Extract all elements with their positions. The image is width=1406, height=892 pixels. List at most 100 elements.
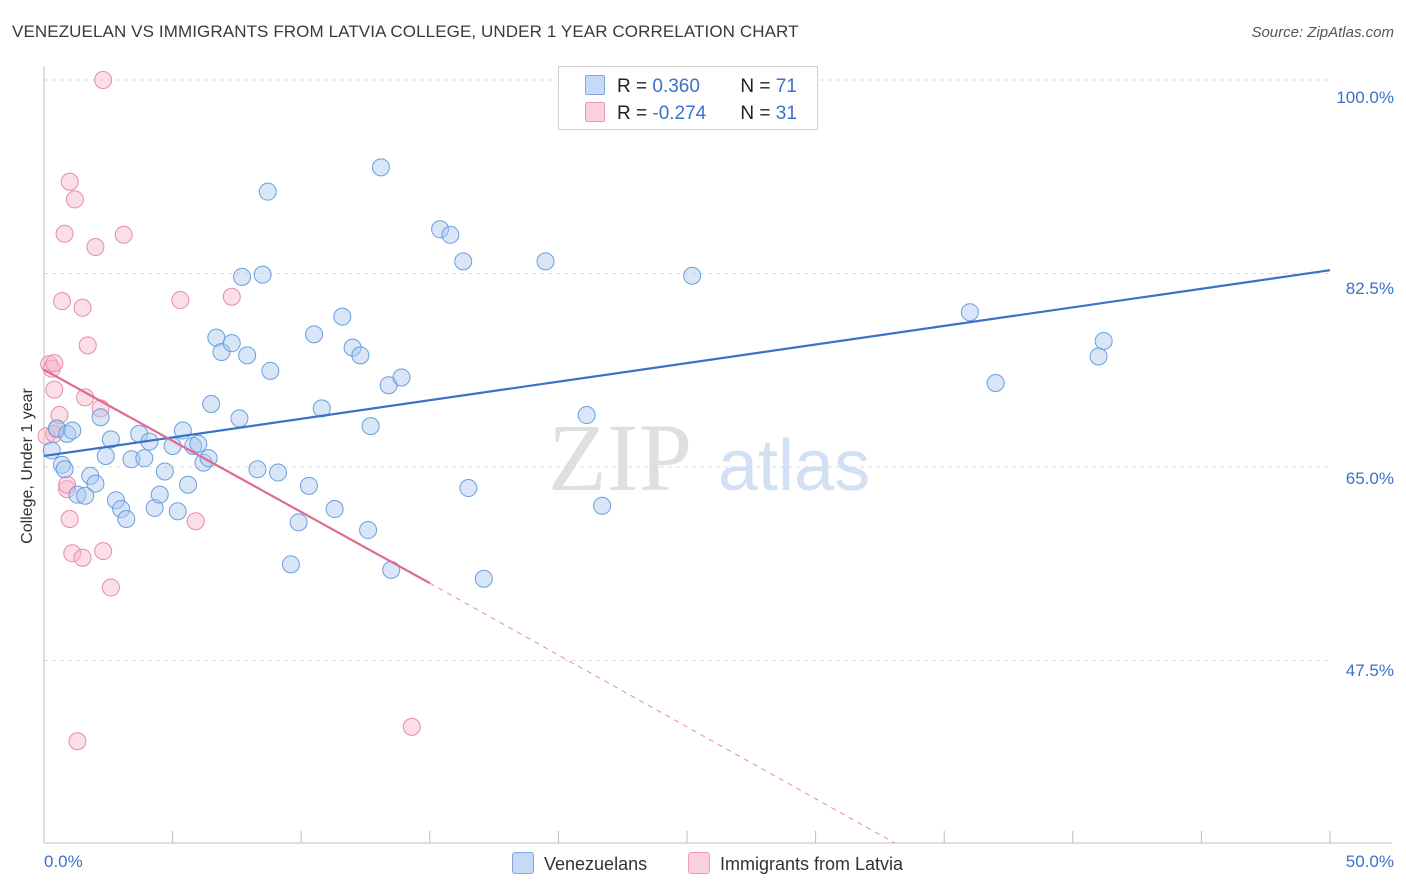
data-point-latvia	[186, 512, 205, 531]
x-tick-label-max: 50.0%	[1345, 852, 1394, 871]
legend-n-value: 71	[775, 76, 797, 97]
data-point-venezuelan	[261, 361, 280, 380]
data-point-venezuelan	[179, 475, 198, 494]
legend-n-label: N =	[740, 76, 776, 97]
y-tick-label-65: 65.0%	[1345, 469, 1394, 488]
data-point-venezuelan	[253, 265, 272, 284]
data-point-latvia	[114, 225, 133, 244]
legend-row-latvia: R = -0.274 N = 31	[585, 102, 797, 125]
data-point-venezuelan	[361, 417, 380, 436]
data-point-venezuelan	[55, 460, 74, 479]
data-point-latvia	[94, 71, 113, 89]
source-label: Source: ZipAtlas.com	[1251, 24, 1394, 41]
watermark-zip: ZIP	[548, 404, 692, 511]
data-point-venezuelan	[454, 252, 473, 271]
bottom-legend-swatch-latvia	[688, 852, 710, 874]
data-point-venezuelan	[233, 267, 252, 286]
data-point-latvia	[53, 292, 72, 311]
data-point-latvia	[50, 406, 69, 425]
data-point-venezuelan	[222, 334, 241, 353]
data-point-venezuelan	[371, 158, 390, 177]
data-point-venezuelan	[1089, 347, 1108, 366]
data-point-venezuelan	[577, 406, 596, 425]
data-point-venezuelan	[593, 496, 612, 515]
data-point-venezuelan	[248, 460, 267, 479]
data-point-venezuelan	[117, 510, 136, 529]
data-point-latvia	[222, 287, 241, 306]
data-point-venezuelan	[683, 266, 702, 285]
data-point-venezuelan	[58, 424, 77, 443]
data-point-latvia	[68, 732, 87, 751]
legend-r-label: R =	[617, 76, 653, 97]
data-point-latvia	[86, 237, 105, 256]
stats-legend: R = 0.360 N = 71 R = -0.274 N = 31	[558, 66, 818, 130]
data-point-latvia	[402, 717, 421, 736]
bottom-legend-swatch-venezuelans	[512, 852, 534, 874]
x-tick-label-min: 0.0%	[44, 852, 83, 871]
data-point-venezuelan	[343, 338, 362, 357]
trend-line-latvia-extension	[429, 582, 895, 844]
y-tick-label-100: 100.0%	[1336, 88, 1394, 107]
data-point-latvia	[73, 298, 92, 317]
legend-row-venezuelans: R = 0.360 N = 71	[585, 75, 797, 98]
data-point-venezuelan	[150, 485, 169, 504]
data-point-venezuelan	[107, 491, 126, 510]
data-point-latvia	[60, 510, 79, 529]
data-point-venezuelan	[96, 446, 115, 465]
data-point-venezuelan	[91, 408, 110, 427]
bottom-legend-venezuelans: Venezuelans	[512, 852, 647, 875]
data-point-venezuelan	[76, 486, 95, 505]
data-point-venezuelan	[441, 225, 460, 244]
bottom-legend-label-latvia: Immigrants from Latvia	[720, 854, 904, 874]
legend-n-label: N =	[740, 103, 776, 124]
data-point-venezuelan	[135, 449, 154, 468]
data-point-venezuelan	[86, 474, 105, 493]
data-point-latvia	[78, 336, 97, 355]
data-point-venezuelan	[47, 419, 66, 438]
legend-swatch-latvia	[585, 102, 605, 122]
legend-r-value: -0.274	[652, 103, 707, 124]
data-point-venezuelan	[155, 462, 174, 481]
trend-line-latvia	[43, 368, 431, 585]
legend-r-label: R =	[617, 103, 653, 124]
data-point-latvia	[45, 380, 64, 399]
data-point-venezuelan	[122, 450, 141, 469]
bottom-legend-latvia: Immigrants from Latvia	[688, 852, 903, 875]
data-point-latvia	[58, 480, 77, 499]
data-point-venezuelan	[281, 555, 300, 574]
y-axis-label: College, Under 1 year	[19, 388, 36, 544]
data-point-venezuelan	[459, 479, 478, 498]
data-point-latvia	[45, 354, 64, 373]
legend-n-value: 31	[775, 103, 797, 124]
data-point-venezuelan	[68, 485, 87, 504]
data-point-venezuelan	[325, 500, 344, 519]
data-point-venezuelan	[351, 346, 370, 365]
data-point-latvia	[73, 548, 92, 567]
data-point-venezuelan	[986, 373, 1005, 392]
y-tick-label-47-5: 47.5%	[1345, 661, 1394, 680]
data-point-venezuelan	[112, 500, 131, 519]
data-point-latvia	[60, 172, 79, 191]
watermark-atlas: atlas	[718, 426, 870, 506]
chart-title: VENEZUELAN VS IMMIGRANTS FROM LATVIA COL…	[12, 22, 799, 41]
data-point-latvia	[94, 542, 113, 561]
data-point-venezuelan	[269, 463, 288, 482]
data-point-latvia	[171, 291, 190, 310]
data-point-latvia	[63, 544, 82, 563]
data-point-venezuelan	[230, 409, 249, 428]
data-point-venezuelan	[431, 220, 450, 239]
data-point-venezuelan	[536, 252, 555, 271]
data-point-venezuelan	[101, 430, 120, 449]
data-point-venezuelan	[238, 346, 257, 365]
data-point-venezuelan	[145, 498, 164, 517]
data-point-venezuelan	[258, 182, 277, 201]
data-point-venezuelan	[359, 521, 378, 540]
data-point-latvia	[65, 190, 84, 209]
bottom-legend-label-venezuelans: Venezuelans	[544, 854, 648, 874]
data-point-latvia	[101, 578, 120, 597]
data-point-venezuelan	[168, 502, 187, 521]
data-point-venezuelan	[960, 303, 979, 322]
trend-line-venezuelans	[43, 269, 1331, 458]
data-point-venezuelan	[63, 421, 82, 440]
